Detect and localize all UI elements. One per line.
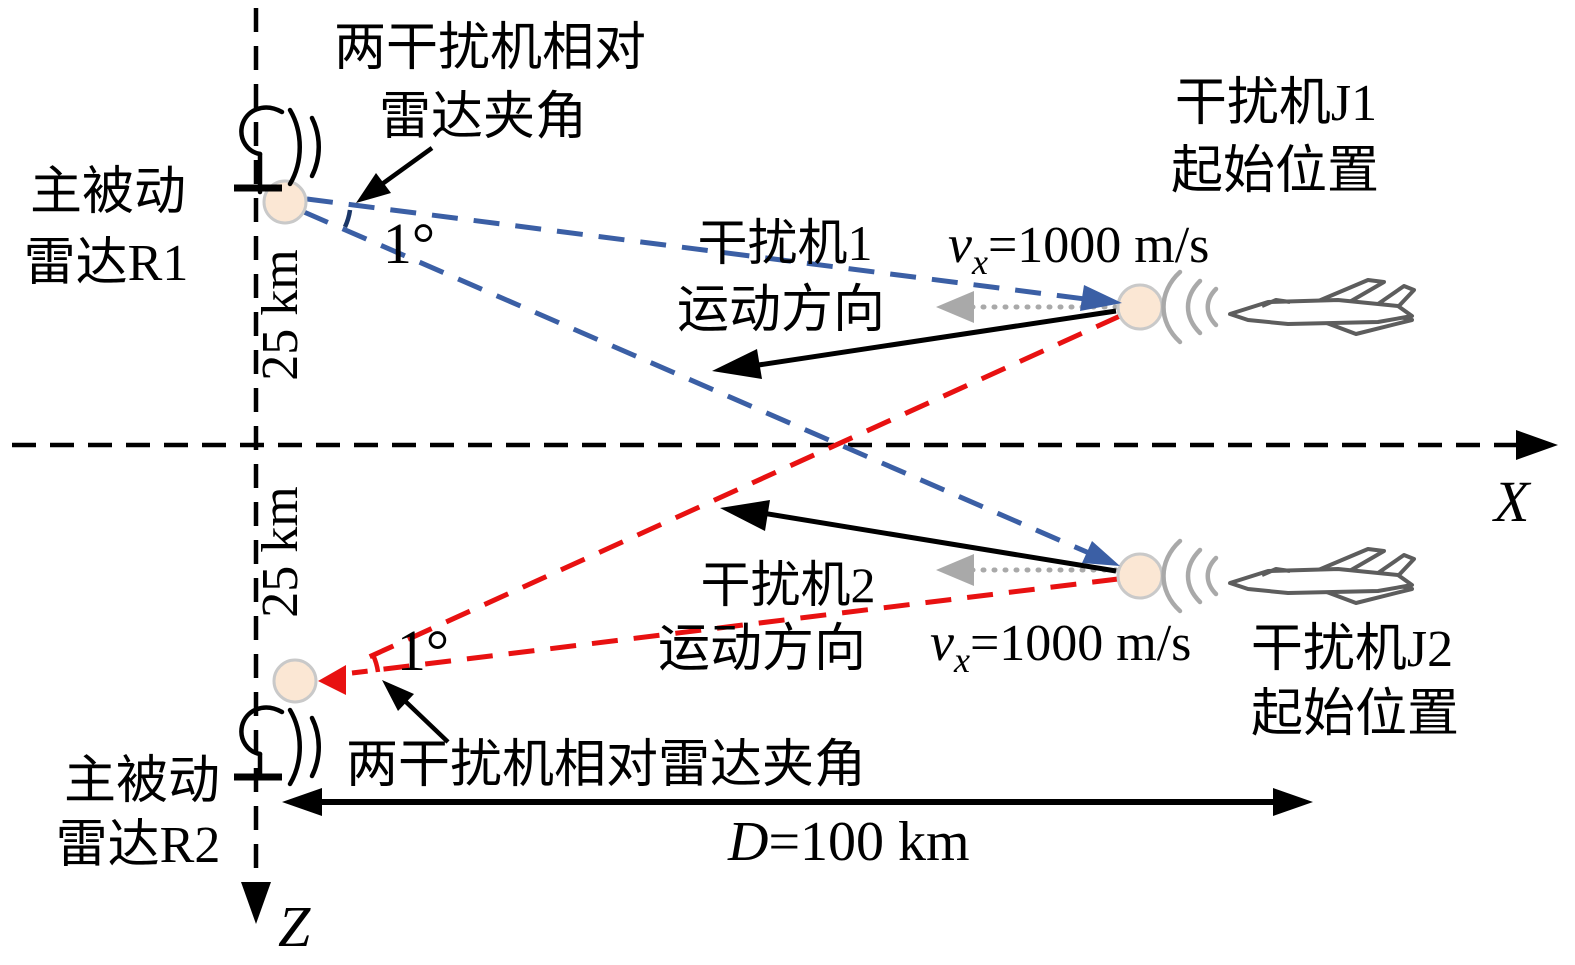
jammer-j2-motion-label-line1: 干扰机2 [701,557,876,613]
jammer-j2-marker [1116,552,1164,600]
sight-arrowhead-j2-icon [1082,541,1120,566]
angle-value-r1: 1° [383,211,435,276]
bottom-angle-label: 两干扰机相对雷达夹角 [346,737,866,794]
top-angle-label-line1: 两干扰机相对 [334,20,646,77]
sight-line-j2-r2 [351,576,1119,676]
jammer-j2-motion-label-line2: 运动方向 [658,621,866,678]
jammer-j2-velocity-label: vx=1000 m/s [930,612,1191,680]
top-angle-pointer-arrowhead-icon [356,173,391,203]
motion-arrow-line-j2 [761,510,1117,574]
radar-r2-antenna-icon [239,705,321,787]
jammer-j1-marker [1116,283,1164,331]
aircraft-j1-icon [1228,278,1416,336]
total-distance-var: D [727,811,768,873]
bottom-angle-pointer-line [402,698,450,744]
motion-arrowhead-j2-icon [720,500,770,531]
top-angle-label-line2: 雷达夹角 [379,89,587,146]
jammer-j1-velocity-value: =1000 m/s [988,217,1209,274]
angle-value-r2: 1° [397,618,449,683]
jammer-j2-velocity-value: =1000 m/s [970,615,1191,672]
sight-line-r1-j1 [306,196,1086,302]
radar-r1-antenna-icon [239,105,321,195]
jammer-j2-velocity-var: v [930,612,954,672]
x-axis-label: X [1492,469,1532,534]
offset-distance-bottom-label: 25 km [252,486,309,617]
radar-r1-label-line2: 雷达R1 [24,235,189,292]
z-axis-label: Z [278,894,311,959]
distance-left-arrowhead-icon [282,788,322,816]
radar-r2-marker [272,658,318,704]
jammer-j2-title-line1: 干扰机J2 [1251,621,1453,678]
jammer-j1-motion-label-line2: 运动方向 [677,282,885,339]
motion-arrow-line-j1 [751,308,1117,369]
aircraft-j2-icon [1228,547,1416,605]
total-distance-value: =100 km [768,811,969,873]
x-axis-arrowhead-icon [1516,430,1558,460]
jammer-j2-waves-icon [1161,538,1219,614]
jammer-j2-title-line2: 起始位置 [1251,686,1459,743]
jammer-j1-waves-icon [1161,269,1219,345]
jammer-j1-velocity-label: vx=1000 m/s [948,214,1209,282]
distance-right-arrowhead-icon [1273,788,1313,816]
angle-arc-r1 [342,209,353,228]
jammer-j1-velocity-var: v [948,214,972,274]
jammer-j2-velocity-sub: x [953,640,970,680]
radar-r2-label-line2: 雷达R2 [56,817,221,874]
jammer-j1-title-line2: 起始位置 [1171,143,1379,200]
radar-r2-label-line1: 主被动 [64,753,220,810]
angle-arc-r2 [370,654,381,673]
motion-arrowhead-j1-icon [712,349,762,379]
radar-r1-label-line1: 主被动 [30,164,186,221]
offset-distance-top-label: 25 km [252,249,309,380]
sight-line-j1-r2 [356,313,1122,665]
z-axis-arrowhead-icon [241,882,271,924]
sight-line-r1-j2 [303,209,1097,559]
sight-arrowhead-j1-icon [1080,285,1122,311]
sight-arrowhead-r2-icon [318,665,346,695]
jammer-j1-title-line1: 干扰机J1 [1175,75,1377,132]
bottom-angle-pointer-arrowhead-icon [382,680,414,711]
top-angle-pointer-line [376,146,434,189]
velocity-arrowhead-j2-icon [936,554,974,586]
jammer-j1-velocity-sub: x [971,242,988,282]
velocity-arrowhead-j1-icon [936,291,974,323]
jammer-j1-motion-label-line1: 干扰机1 [698,215,873,271]
total-distance-label: D=100 km [727,811,970,873]
